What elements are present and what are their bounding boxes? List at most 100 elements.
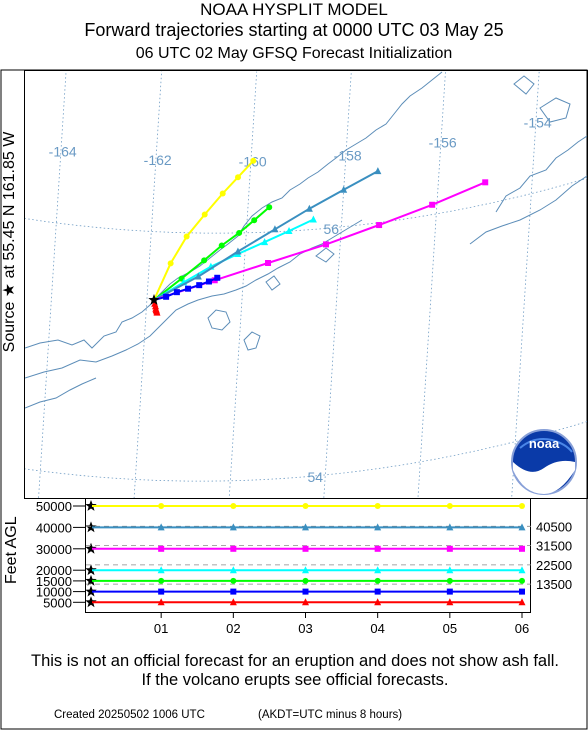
disclaimer-text: This is not an official forecast for an … [31,652,559,689]
trajectory-point [157,566,165,574]
trajectory-point [229,566,237,574]
trajectory-point [309,215,317,223]
source-star-icon [148,294,160,305]
island-5 [539,97,571,123]
trajectory-point [302,523,309,531]
longitude-label: -156 [429,135,457,151]
longitude-label: -154 [524,114,552,130]
trajectory-point [229,523,237,531]
island-3 [265,275,281,291]
trajectory-point [205,278,212,285]
trajectory-point [446,598,454,606]
altitude-right-label: 31500 [536,539,572,554]
akdt-note: (AKDT=UTC minus 8 hours) [258,709,403,721]
trajectory-point [518,523,526,531]
altitude-tick-label: 10000 [36,585,72,600]
trajectory-point [374,598,382,606]
altitude-tick-label: 20000 [36,563,72,578]
meridian-line [228,71,258,498]
trajectory-point [374,503,381,509]
trajectory-point [265,259,272,266]
altitude-tick-label: 5000 [43,595,72,610]
island-4 [315,247,335,263]
trajectory-point [157,523,165,531]
trajectory-point [251,217,258,224]
title-line-1: NOAA HYSPLIT MODEL [200,0,388,19]
trajectory-point [219,190,226,197]
trajectory-point [519,588,525,595]
trajectory-point [230,503,237,509]
time-tick-label: 03 [298,621,312,636]
trajectory-layer [151,157,489,316]
kodiak-coast [495,135,587,213]
altitude-source-star-icon [85,564,97,576]
trajectory-point [446,523,454,531]
trajectory-point [201,211,208,218]
time-tick-label: 02 [226,621,240,636]
trajectory-point [376,222,383,229]
title-line-3: 06 UTC 02 May GFSQ Forecast Initializati… [135,45,453,62]
time-tick-label: 05 [443,621,457,636]
trajectory-point [518,598,526,606]
coastline [25,71,587,409]
parallel-line [25,421,587,482]
altitude-panel-border [85,498,531,613]
trajectory-point [519,503,525,509]
trajectory-point [235,174,241,181]
noaa-logo-text: noaa [529,436,560,451]
trajectory-point [302,598,309,606]
trajectory-point [230,545,237,552]
trajectory-point [302,588,309,595]
trajectory-point [374,523,382,531]
longitude-label: -164 [49,144,77,160]
trajectory-point [196,282,203,289]
trajectory-point [302,503,309,509]
parallel-line [25,177,587,234]
trajectory-point [266,204,273,211]
altitude-tick-label: 50000 [36,499,72,514]
trajectory-point [261,238,269,246]
trajectory-point [218,242,225,249]
trajectory-point [374,577,381,584]
trajectory-point [153,308,161,316]
trajectory-point [374,588,381,595]
altitude-source-star-icon [85,596,97,608]
trajectory-point [446,503,453,509]
trajectory-point [163,293,170,300]
trajectory-point [158,577,165,584]
trajectory-point [201,257,208,264]
trajectory-point [374,545,381,552]
altitude-right-label: 22500 [536,558,572,573]
peninsula-south-coast [25,219,363,379]
trajectory-point [250,157,257,164]
trajectory-point [446,577,453,584]
trajectory-point [229,598,237,606]
trajectory-point [519,545,525,552]
trajectory-point [234,247,242,255]
trajectory-point [158,503,165,509]
trajectory-point [322,241,329,248]
altitude-right-label: 13500 [536,577,572,592]
meridian-line [323,71,352,498]
trajectory-point [236,229,243,236]
altitude-source-star-icon [85,574,97,586]
trajectory-point [302,566,309,574]
trajectory-point [173,289,180,296]
time-tick-label: 04 [370,621,384,636]
altitude-right-label: 40500 [536,519,572,534]
trajectory-point [194,272,202,280]
trajectory-point [158,588,165,595]
altitude-axis-label: Feet AGL [3,516,20,584]
meridian-line [38,71,67,498]
trajectory-point [446,566,454,574]
altitude-tick-label: 40000 [36,520,72,535]
altitude-source-star-icon [85,521,97,533]
alaska-peninsula-coast [25,71,443,349]
trajectory-line [153,181,486,301]
trajectory-point [374,566,382,574]
island-1 [207,309,231,331]
trajectory-point [374,167,382,175]
trajectory-point [302,545,309,552]
